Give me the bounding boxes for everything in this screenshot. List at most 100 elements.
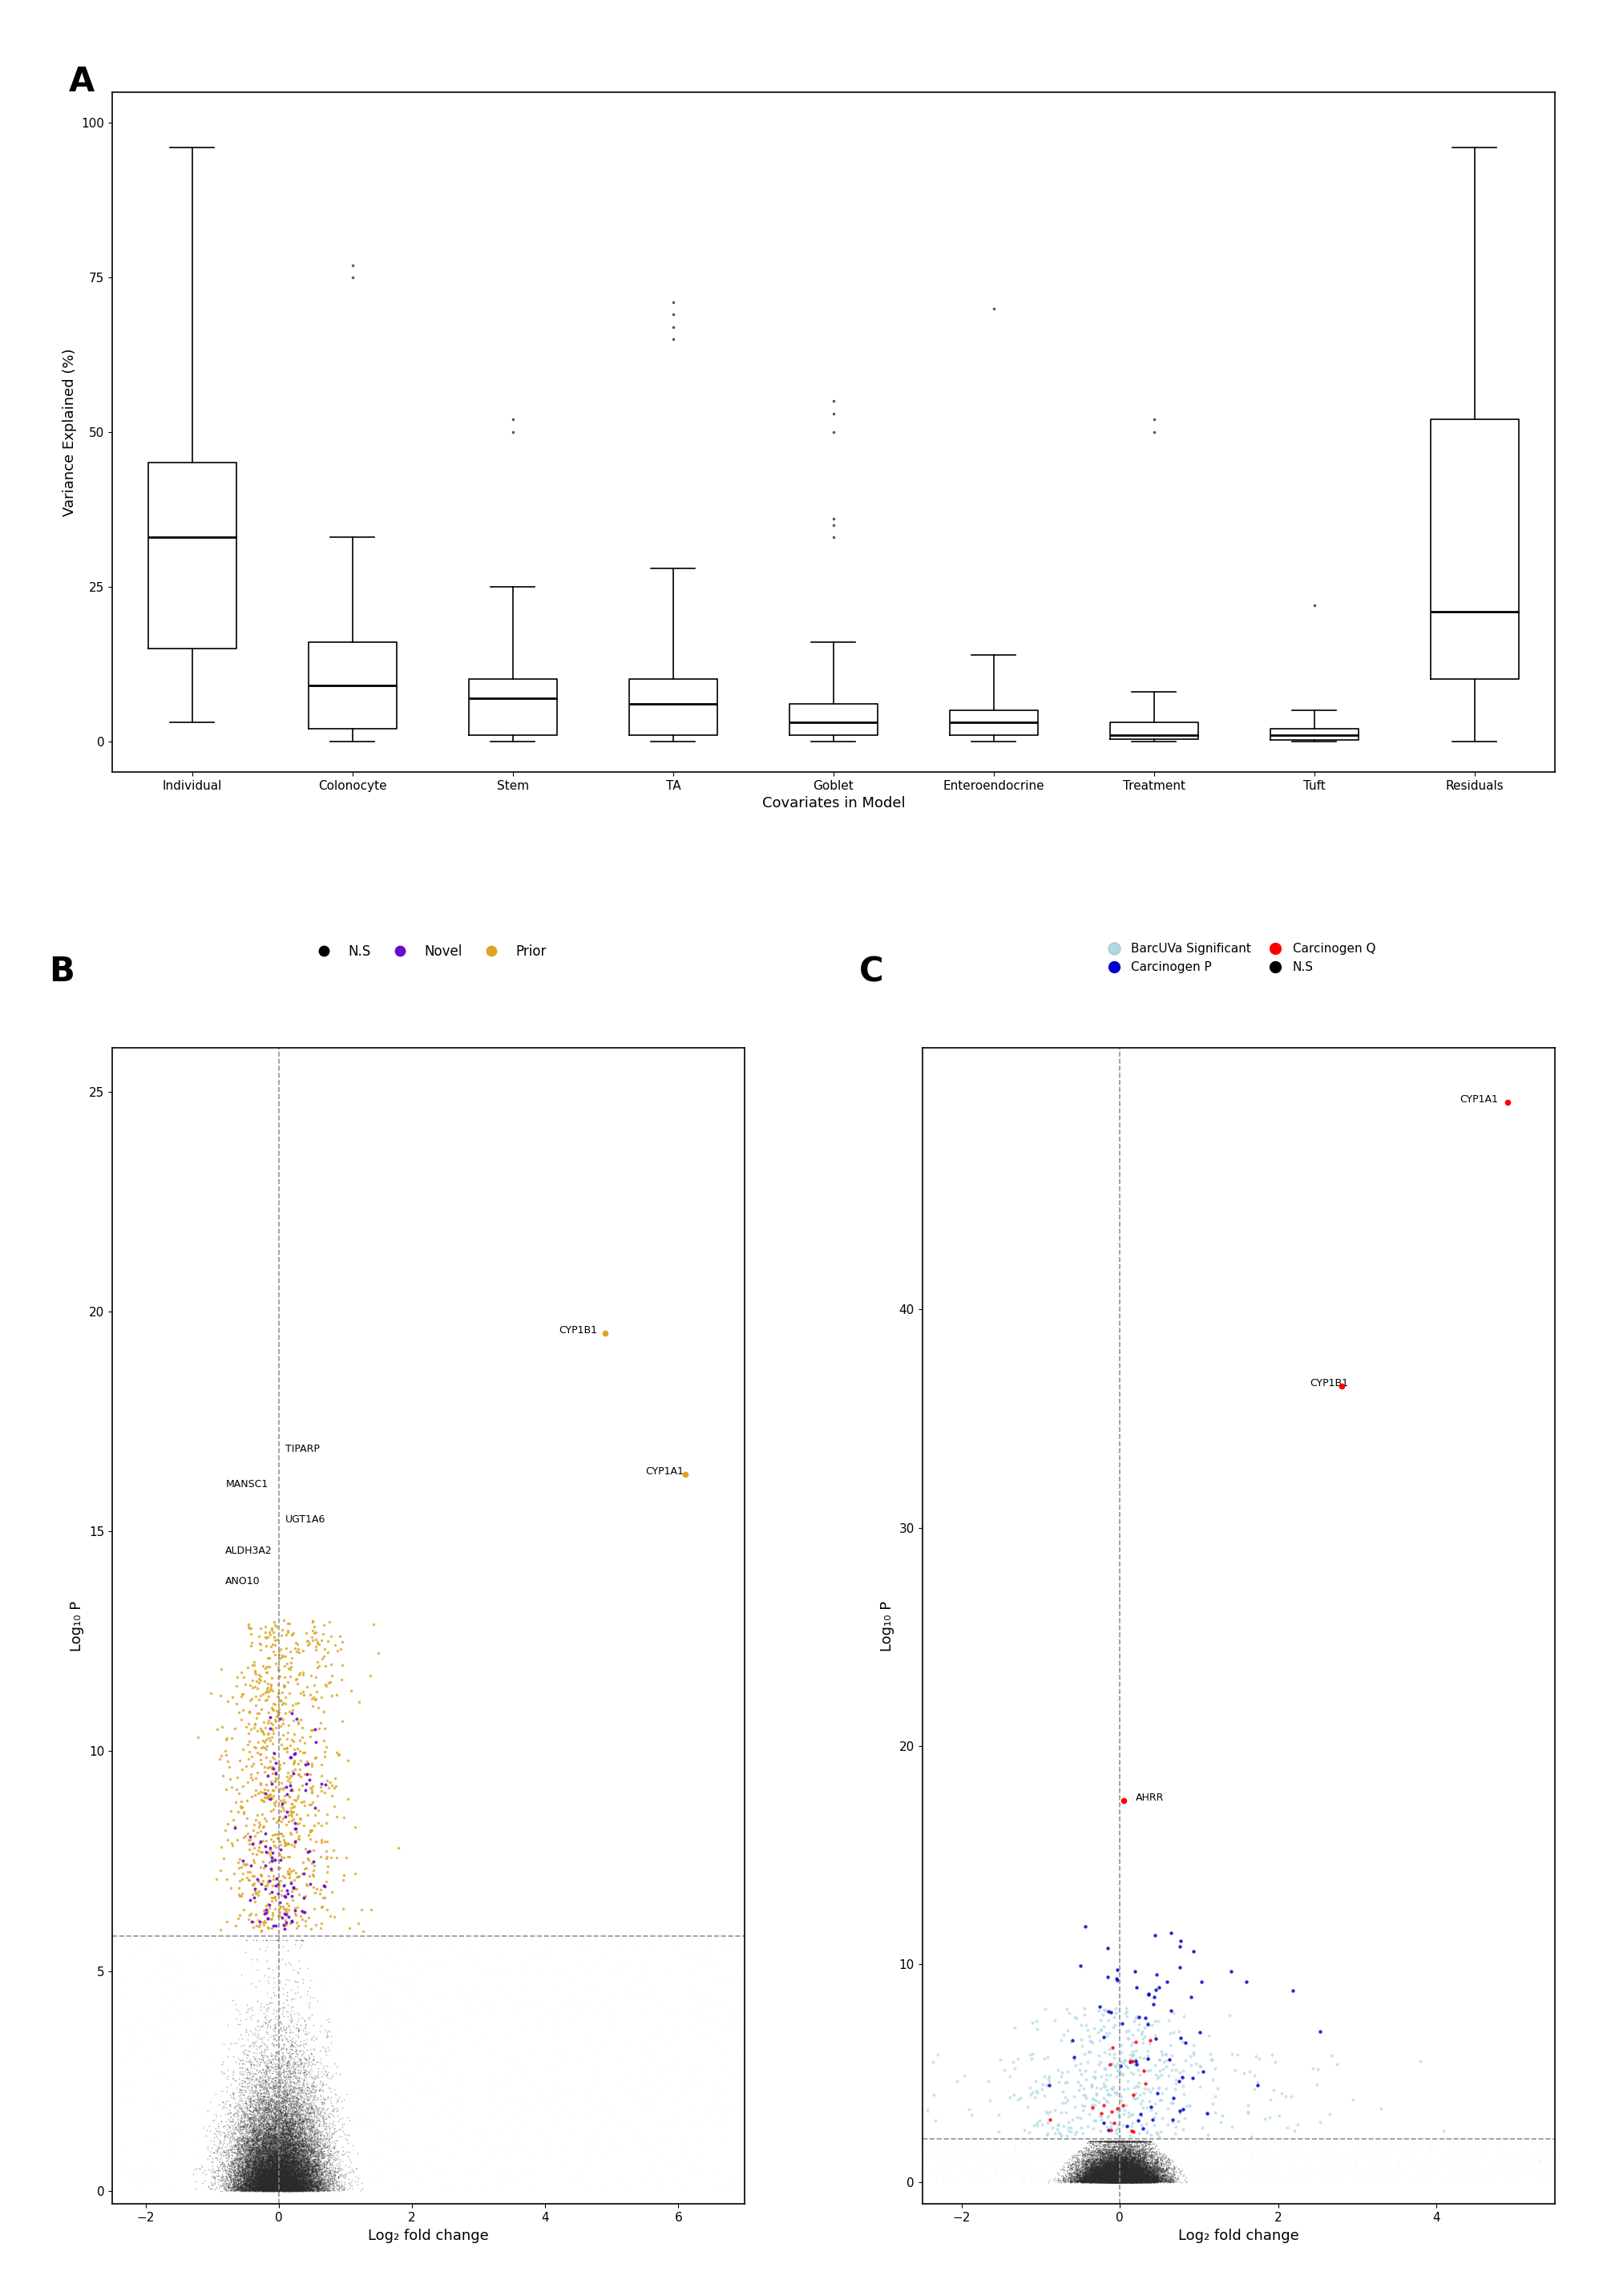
Point xyxy=(1104,2161,1130,2197)
Point xyxy=(1104,2154,1130,2190)
Point xyxy=(287,2131,313,2167)
Point xyxy=(264,2135,290,2172)
Point xyxy=(1138,2135,1164,2172)
Point xyxy=(1109,2140,1135,2177)
Point xyxy=(1117,2163,1143,2200)
Point xyxy=(232,2117,258,2154)
Point xyxy=(383,2112,409,2149)
Point xyxy=(252,2119,277,2156)
Point xyxy=(1063,2163,1088,2200)
Point xyxy=(1124,2156,1149,2193)
Point xyxy=(1090,2158,1116,2195)
Point xyxy=(268,2117,293,2154)
Point xyxy=(1141,2161,1167,2197)
Point xyxy=(1114,2142,1140,2179)
Point xyxy=(1079,2126,1104,2163)
Point xyxy=(240,2122,266,2158)
Point xyxy=(268,2172,293,2209)
Point xyxy=(1106,2147,1132,2183)
Point xyxy=(308,2149,333,2186)
Point xyxy=(1104,2122,1130,2158)
Point xyxy=(229,2163,255,2200)
Point xyxy=(1116,2154,1141,2190)
Point xyxy=(1151,2161,1177,2197)
Point xyxy=(290,1674,316,1711)
Point xyxy=(269,2142,295,2179)
Point xyxy=(1106,2149,1132,2186)
Point xyxy=(252,2154,277,2190)
Point xyxy=(1116,2158,1141,2195)
Point xyxy=(1137,2158,1162,2195)
Point xyxy=(263,2156,289,2193)
Point xyxy=(1100,2154,1125,2190)
Point xyxy=(226,2170,252,2206)
Point xyxy=(1104,2163,1130,2200)
Point xyxy=(245,2089,271,2126)
Point xyxy=(1114,2156,1140,2193)
Point xyxy=(1109,2149,1135,2186)
Point xyxy=(1124,2161,1149,2197)
Point xyxy=(303,2151,329,2188)
Point xyxy=(264,2167,290,2204)
Point xyxy=(1114,2163,1140,2200)
Point xyxy=(281,2158,306,2195)
Point xyxy=(240,2172,266,2209)
Point xyxy=(1135,2161,1161,2197)
Point xyxy=(1095,2161,1120,2197)
Point xyxy=(256,2119,282,2156)
Point xyxy=(1090,2151,1116,2188)
Point xyxy=(1127,2149,1153,2186)
Point xyxy=(1104,2156,1130,2193)
Point xyxy=(255,2170,281,2206)
Point xyxy=(1114,2151,1140,2188)
Point xyxy=(1101,2154,1127,2190)
Point xyxy=(1124,2161,1149,2197)
Point xyxy=(260,2025,285,2062)
Point xyxy=(236,1694,261,1731)
Point xyxy=(1103,2156,1129,2193)
Point xyxy=(279,2128,305,2165)
Point xyxy=(258,2170,284,2206)
Point xyxy=(1143,2158,1169,2195)
Point xyxy=(337,2117,362,2154)
Point xyxy=(1132,2144,1157,2181)
Point xyxy=(1087,2135,1112,2172)
Point xyxy=(1103,2149,1129,2186)
Point xyxy=(1104,2122,1130,2158)
Point xyxy=(263,2144,289,2181)
Point xyxy=(1098,2156,1124,2193)
Point xyxy=(1080,2142,1106,2179)
Point xyxy=(271,2126,297,2163)
Point xyxy=(1106,2163,1132,2200)
Point xyxy=(1114,2126,1140,2163)
Point xyxy=(279,2138,305,2174)
Point xyxy=(1111,2161,1137,2197)
Point xyxy=(316,2144,341,2181)
Point xyxy=(273,2108,298,2144)
Point xyxy=(1112,2151,1138,2188)
Point xyxy=(284,2161,309,2197)
Point xyxy=(1116,2147,1141,2183)
Point xyxy=(1117,2161,1143,2197)
Point xyxy=(285,2154,311,2190)
Point xyxy=(1109,2158,1135,2195)
Point xyxy=(231,2172,256,2209)
Point xyxy=(1129,2161,1154,2197)
Point xyxy=(271,2151,297,2188)
Point xyxy=(311,2101,337,2138)
Point xyxy=(305,2092,330,2128)
Point xyxy=(202,2165,228,2202)
Point xyxy=(1133,2156,1159,2193)
Point xyxy=(1104,2142,1130,2179)
Point xyxy=(1101,2151,1127,2188)
Point xyxy=(285,2167,311,2204)
Point xyxy=(1101,2158,1127,2195)
Point xyxy=(277,2154,303,2190)
Point xyxy=(285,2156,311,2193)
Point xyxy=(1125,2151,1151,2188)
Point xyxy=(301,2133,327,2170)
Point xyxy=(253,2048,279,2085)
Point xyxy=(268,2133,293,2170)
Point xyxy=(1135,2156,1161,2193)
Point xyxy=(301,2144,327,2181)
